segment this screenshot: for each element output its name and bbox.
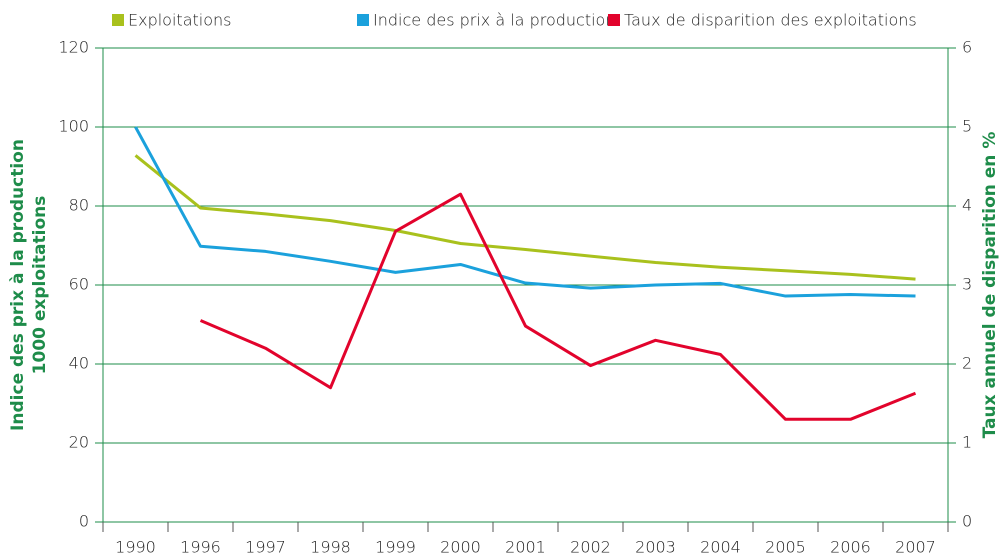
y2-tick-label: 5	[962, 117, 972, 136]
y2-tick-label: 2	[962, 354, 972, 373]
y-tick-label: 60	[69, 275, 89, 294]
y-tick-label: 20	[69, 433, 89, 452]
x-tick-label: 2007	[895, 538, 936, 555]
y-tick-label: 100	[58, 117, 89, 136]
y-tick-label: 120	[58, 38, 89, 57]
x-tick-label: 2004	[700, 538, 741, 555]
x-tick-label: 2003	[635, 538, 676, 555]
legend-label: Indice des prix à la production	[373, 11, 615, 30]
y2-tick-label: 6	[962, 38, 972, 57]
x-tick-label: 2002	[570, 538, 611, 555]
y2-tick-label: 3	[962, 275, 972, 294]
y2-tick-label: 1	[962, 433, 972, 452]
series-line	[199, 192, 917, 421]
series-line	[134, 154, 916, 281]
x-tick-label: 2006	[830, 538, 871, 555]
y-tick-label: 40	[69, 354, 89, 373]
x-tick-label: 2000	[440, 538, 481, 555]
legend-swatch	[608, 14, 620, 26]
y2-axis-title: Taux annuel de disparition en %	[980, 132, 1000, 439]
series-line	[134, 126, 916, 298]
x-tick-label: 1998	[310, 538, 351, 555]
x-tick-label: 1990	[115, 538, 156, 555]
y2-tick-label: 0	[962, 512, 972, 531]
legend-swatch	[112, 14, 124, 26]
legend-label: Exploitations	[128, 11, 231, 30]
y-axis-title: Indice des prix à la production	[8, 139, 28, 431]
y-tick-label: 0	[79, 512, 89, 531]
x-tick-label: 1997	[245, 538, 286, 555]
x-tick-label: 1999	[375, 538, 416, 555]
x-tick-label: 1996	[180, 538, 221, 555]
legend-label: Taux de disparition des exploitations	[624, 11, 917, 30]
y2-tick-label: 4	[962, 196, 972, 215]
y-axis-title: 1000 exploitations	[30, 196, 50, 375]
legend-swatch	[357, 14, 369, 26]
x-tick-label: 2005	[765, 538, 806, 555]
y-tick-label: 80	[69, 196, 89, 215]
x-tick-label: 2001	[505, 538, 546, 555]
